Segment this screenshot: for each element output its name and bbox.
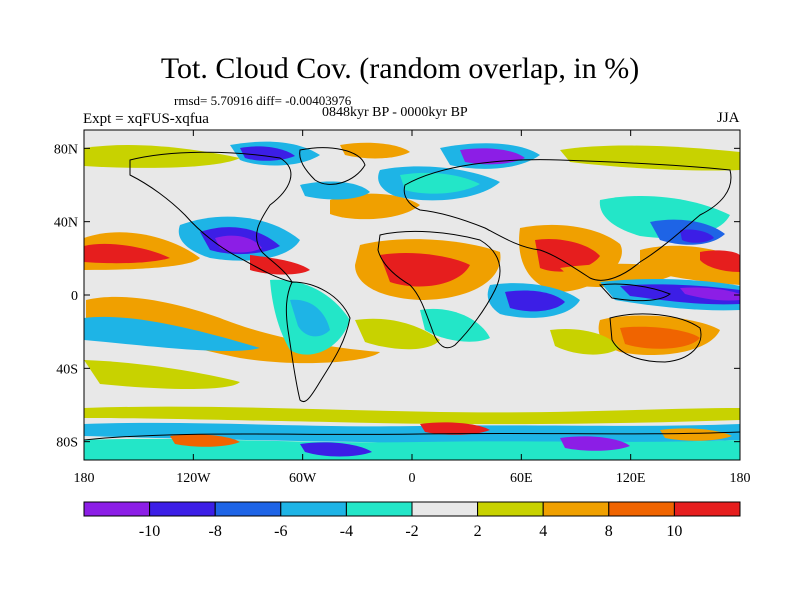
stats-text: rmsd= 5.70916 diff= -0.00403976 <box>174 93 352 108</box>
anomaly-patch <box>300 442 372 457</box>
anomaly-patch <box>680 229 714 243</box>
colorbar-label: 10 <box>666 523 682 540</box>
lat-tick-label: 40S <box>56 362 78 377</box>
map-title: Tot. Cloud Cov. (random overlap, in %) <box>160 52 640 85</box>
season-label: JJA <box>717 110 740 126</box>
coastline-antarctica <box>84 431 740 441</box>
anomaly-patch <box>84 243 170 264</box>
anomaly-patch <box>535 238 600 272</box>
colorbar-swatch <box>83 501 151 517</box>
colorbar-label: -4 <box>340 523 353 540</box>
anomaly-patch <box>660 428 732 441</box>
anomaly-patch <box>84 360 240 389</box>
colorbar-swatch <box>411 501 479 517</box>
coastline-europe-asia <box>403 159 732 281</box>
anomaly-patch <box>170 434 240 447</box>
anomaly-patch <box>84 406 740 425</box>
colorbar-label: -8 <box>209 523 222 540</box>
coastline-greenland <box>299 147 366 185</box>
coastlines <box>84 147 740 441</box>
colorbar-label: 8 <box>605 523 613 540</box>
lat-tick-label: 80S <box>56 436 78 451</box>
anomaly-patch <box>700 250 740 272</box>
anomaly-patch <box>250 255 310 275</box>
period-text: 0848kyr BP - 0000kyr BP <box>322 105 468 120</box>
colorbar-swatch <box>280 501 347 517</box>
colorbar <box>83 501 741 517</box>
colorbar-label: -2 <box>405 523 418 540</box>
colorbar-label: -6 <box>274 523 287 540</box>
anomaly-patch <box>380 253 470 287</box>
colorbar-swatch <box>477 501 544 517</box>
colorbar-swatch <box>149 501 216 517</box>
lon-tick-label: 0 <box>409 471 416 486</box>
anomaly-patch <box>560 436 630 451</box>
lon-tick-label: 180 <box>74 471 95 486</box>
anomaly-patch <box>505 290 565 312</box>
anomaly-patch <box>355 318 440 350</box>
anomaly-patch <box>84 316 260 351</box>
anomaly-field <box>84 141 740 460</box>
coastline-maritime-continent <box>598 283 671 302</box>
colorbar-label: 4 <box>539 523 547 540</box>
coastline-africa <box>377 230 501 349</box>
lon-tick-label: 180 <box>730 471 751 486</box>
anomaly-patch <box>290 299 330 337</box>
lat-tick-label: 0 <box>71 289 78 304</box>
lon-axis: 180 120W 60W 0 60E 120E 180 <box>74 130 751 486</box>
colorbar-swatch <box>542 501 610 517</box>
anomaly-patch <box>300 181 370 200</box>
anomaly-patch <box>550 328 620 355</box>
anomaly-patch <box>330 193 420 220</box>
colorbar-labels: -10 -8 -6 -4 -2 2 4 8 10 <box>139 523 682 540</box>
anomaly-patch <box>420 308 490 342</box>
lat-tick-label: 40N <box>54 216 78 231</box>
anomaly-patch <box>620 326 700 349</box>
anomaly-patch <box>240 146 295 161</box>
anomaly-patch <box>215 235 262 253</box>
coastline-south-america <box>285 281 351 403</box>
colorbar-swatch <box>214 501 282 517</box>
lat-tick-label: 80N <box>54 142 78 157</box>
colorbar-swatch <box>673 501 741 517</box>
colorbar-swatch <box>608 501 675 517</box>
experiment-label: Expt = xqFUS-xqfua <box>83 111 209 127</box>
anomaly-patch <box>680 287 740 301</box>
lat-axis: 80N 40N 0 40S 80S <box>54 142 740 451</box>
anomaly-patch <box>340 142 410 159</box>
lon-tick-label: 60W <box>289 471 317 486</box>
colorbar-swatch <box>345 501 413 517</box>
lon-tick-label: 120E <box>616 471 646 486</box>
colorbar-label: 2 <box>474 523 482 540</box>
lon-tick-label: 60E <box>510 471 533 486</box>
coastline-australia <box>609 313 702 363</box>
lon-tick-label: 120W <box>176 471 211 486</box>
anomaly-patch <box>420 422 490 435</box>
coastline-north-america <box>129 151 294 283</box>
anomaly-patch <box>560 145 740 171</box>
colorbar-label: -10 <box>139 523 160 540</box>
anomaly-patch <box>84 145 240 168</box>
